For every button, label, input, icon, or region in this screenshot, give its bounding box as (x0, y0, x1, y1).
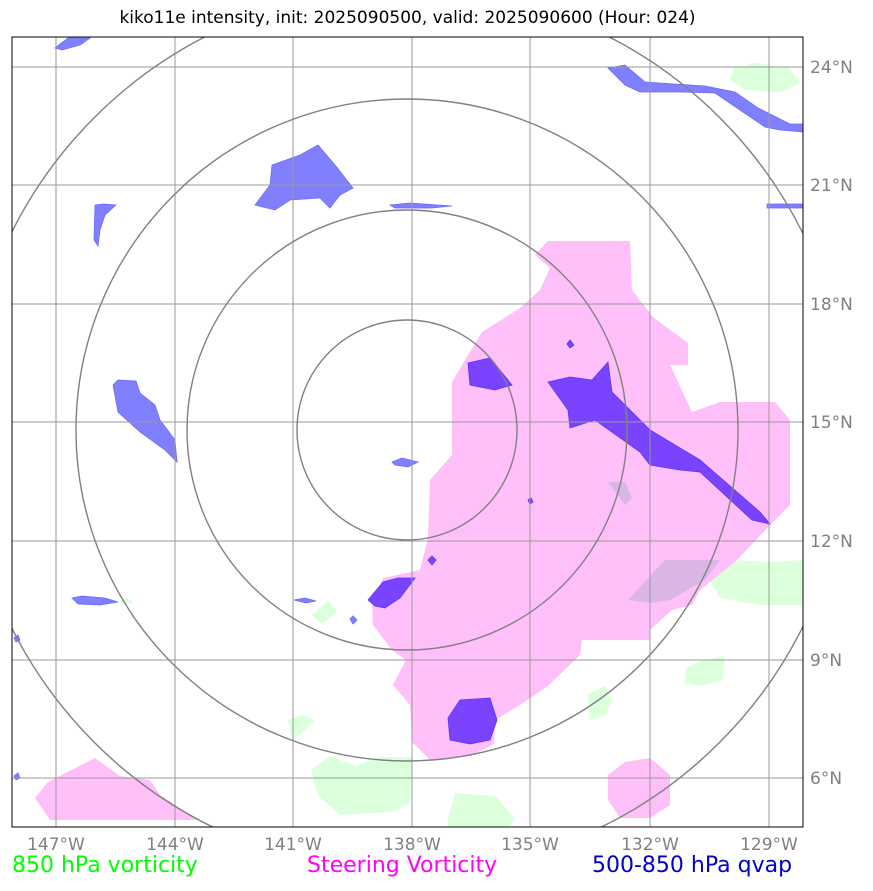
x-tick-label: 132°W (621, 835, 679, 855)
y-tick-label: 21°N (810, 176, 853, 196)
range-ring-1 (296, 319, 518, 541)
range-ring-2 (186, 209, 628, 651)
x-tick-label: 135°W (501, 835, 559, 855)
x-tick-label: 144°W (146, 835, 204, 855)
legend-850hpa-vorticity: 850 hPa vorticity (12, 853, 198, 878)
map-title: kiko11e intensity, init: 2025090500, val… (119, 8, 696, 28)
y-tick-label: 6°N (810, 769, 842, 789)
x-tick-label: 129°W (740, 835, 798, 855)
legend-steering-vorticity: Steering Vorticity (307, 853, 498, 878)
y-tick-label: 9°N (810, 651, 842, 671)
overlap-areas (608, 482, 720, 603)
x-tick-label: 147°W (27, 835, 85, 855)
qvap-areas (13, 37, 803, 781)
y-tick-label: 15°N (810, 413, 853, 433)
graticule (12, 37, 803, 827)
plot-frame (11, 36, 804, 828)
x-tick-label: 138°W (383, 835, 441, 855)
y-tick-label: 18°N (810, 295, 853, 315)
range-ring-3 (75, 98, 739, 762)
x-tick-label: 141°W (264, 835, 322, 855)
legend-qvap: 500-850 hPa qvap (592, 853, 793, 878)
range-rings (12, 37, 803, 827)
y-tick-label: 24°N (810, 58, 853, 78)
qvap-dense-areas (367, 339, 772, 745)
vorticity-850-areas (120, 63, 803, 827)
y-tick-labels: 24°N 21°N 18°N 15°N 12°N 9°N 6°N (810, 58, 853, 789)
y-tick-label: 12°N (810, 532, 853, 552)
x-tick-labels: 147°W 144°W 141°W 138°W 135°W 132°W 129°W (27, 835, 798, 855)
